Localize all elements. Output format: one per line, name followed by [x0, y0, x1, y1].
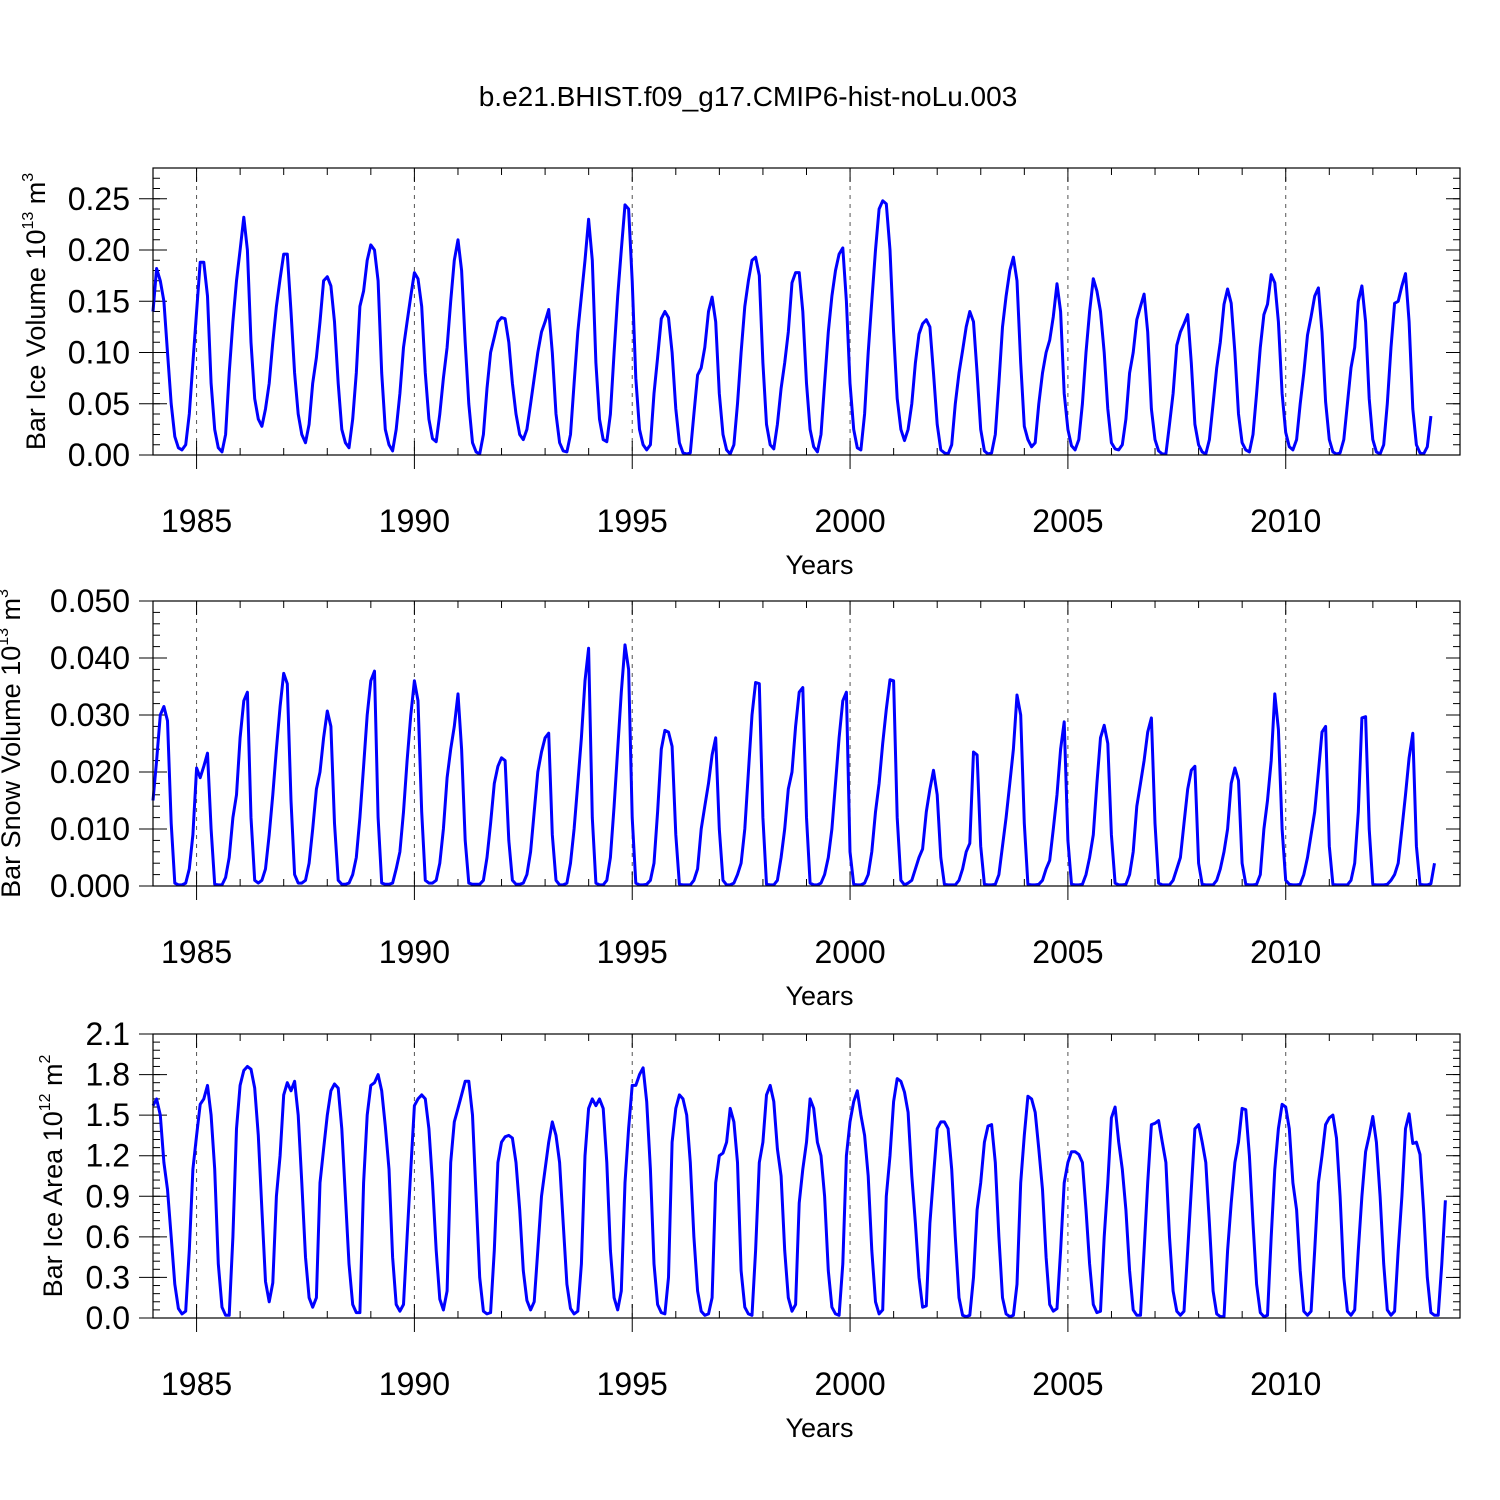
y-tick-label: 0.9: [86, 1178, 130, 1214]
x-tick-label: 1990: [379, 934, 450, 970]
x-tick-label: 1995: [597, 1366, 668, 1402]
y-axis-label: Bar Ice Area 1012 m2: [37, 1054, 68, 1297]
y-axis-label: Bar Ice Volume 1013 m3: [20, 173, 51, 450]
y-tick-label: 0.15: [68, 283, 130, 319]
series-line: [151, 1065, 1447, 1319]
panel-3: 0.0 0.3 0.6 0.9 1.2 1.5 1.8 2.1 1985 1990 1995 2000…: [37, 1016, 1461, 1443]
y-tick-label: 0.20: [68, 232, 130, 268]
y-tick-label: 0.030: [50, 697, 130, 733]
panel-1: 0.00 0.05 0.10 0.15 0.20 0.25 1985 1990 1995 2000…: [20, 167, 1461, 580]
y-tick-label: 0.6: [86, 1219, 130, 1255]
x-tick-label: 2010: [1250, 503, 1321, 539]
x-tick-label: 1990: [379, 503, 450, 539]
x-tick-label: 2000: [814, 1366, 885, 1402]
x-tick-label: 1990: [379, 1366, 450, 1402]
y-tick-label: 0.010: [50, 811, 130, 847]
x-tick-label: 1995: [597, 934, 668, 970]
x-axis-label: Years: [785, 1413, 853, 1443]
y-tick-label: 1.2: [86, 1138, 130, 1174]
x-tick-label: 1985: [161, 503, 232, 539]
y-tick-label: 0.05: [68, 386, 130, 422]
x-tick-label: 2005: [1032, 1366, 1103, 1402]
y-tick-label: 0.050: [50, 583, 130, 619]
y-tick-label: 0.0: [86, 1300, 130, 1336]
y-axis-label: Bar Snow Volume 1013 m3: [0, 589, 26, 898]
plot-frame: [152, 1033, 1461, 1319]
y-tick-label: 1.8: [86, 1057, 130, 1093]
plot-frame: [152, 167, 1461, 456]
x-tick-label: 1985: [161, 934, 232, 970]
x-axis-label: Years: [785, 550, 853, 580]
y-tick-label: 1.5: [86, 1097, 130, 1133]
series-line: [151, 199, 1433, 456]
y-tick-label: 0.3: [86, 1259, 130, 1295]
panel-2: 0.000 0.010 0.020 0.030 0.040 0.050 1985 1990 19…: [0, 583, 1461, 1011]
x-axis-label: Years: [785, 981, 853, 1011]
series-line: [151, 643, 1436, 887]
y-tick-label: 0.000: [50, 868, 130, 904]
x-tick-label: 2000: [814, 503, 885, 539]
y-tick-label: 2.1: [86, 1016, 130, 1052]
x-tick-label: 2005: [1032, 934, 1103, 970]
panels: 0.00 0.05 0.10 0.15 0.20 0.25 1985 1990 1995 2000…: [0, 167, 1461, 1443]
y-tick-label: 0.00: [68, 437, 130, 473]
y-tick-label: 0.020: [50, 754, 130, 790]
x-tick-label: 1995: [597, 503, 668, 539]
x-tick-label: 2010: [1250, 934, 1321, 970]
y-tick-label: 0.25: [68, 181, 130, 217]
x-tick-label: 2010: [1250, 1366, 1321, 1402]
figure-title: b.e21.BHIST.f09_g17.CMIP6-hist-noLu.003: [479, 81, 1018, 112]
plot-frame: [152, 600, 1461, 887]
x-tick-label: 2005: [1032, 503, 1103, 539]
y-tick-label: 0.10: [68, 335, 130, 371]
y-tick-label: 0.040: [50, 640, 130, 676]
x-tick-label: 1985: [161, 1366, 232, 1402]
x-tick-label: 2000: [814, 934, 885, 970]
